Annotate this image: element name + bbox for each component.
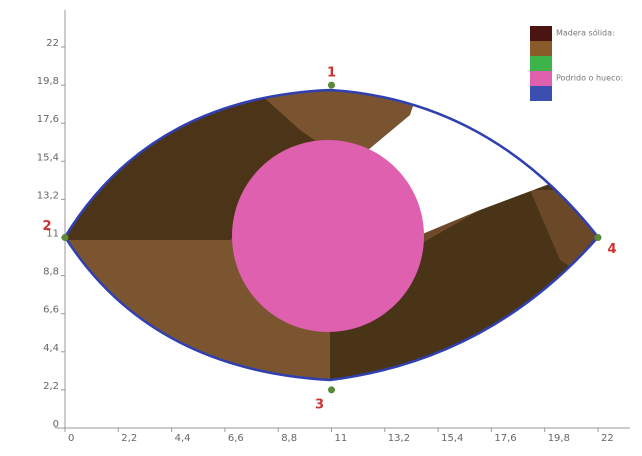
legend-label: Madera sólida: (556, 28, 615, 38)
y-tick-label: 22 (46, 38, 59, 49)
y-tick-label: 2,2 (43, 381, 59, 392)
x-tick-label: 17,6 (494, 433, 516, 444)
y-tick-label: 4,4 (43, 343, 59, 354)
rot-region (232, 140, 424, 332)
y-tick-label: 13,2 (37, 190, 59, 201)
x-tick-label: 2,2 (121, 433, 137, 444)
x-tick-label: 0 (68, 433, 74, 444)
sensor-point (328, 386, 335, 394)
legend: Madera sólida: Podrido o hueco: (530, 26, 623, 101)
legend-label: Podrido o hueco: (556, 74, 623, 83)
sensor-label: 4 (607, 242, 616, 257)
sensor-label: 1 (327, 66, 336, 81)
legend-swatch (530, 41, 552, 56)
y-tick-label: 11 (46, 229, 59, 240)
x-tick-label: 6,6 (228, 433, 244, 444)
x-tick-label: 8,8 (281, 433, 297, 444)
y-tick-label: 15,4 (37, 152, 59, 163)
x-tick-label: 15,4 (441, 433, 463, 444)
legend-swatch (530, 26, 552, 41)
legend-swatch (530, 56, 552, 71)
wood-region (250, 90, 420, 165)
sensor-label: 2 (42, 219, 51, 234)
sensor-point (328, 81, 335, 89)
legend-swatch (530, 86, 552, 101)
sensor-label: 3 (315, 397, 324, 412)
x-tick-label: 22 (601, 433, 614, 444)
sensor-point (594, 234, 602, 241)
y-tick-label: 19,8 (37, 76, 59, 87)
x-tick-label: 11 (335, 433, 348, 444)
y-tick-label: 0 (53, 419, 59, 430)
x-tick-label: 4,4 (175, 433, 191, 444)
y-tick-label: 8,8 (43, 267, 59, 278)
x-tick-label: 13,2 (388, 433, 410, 444)
legend-swatch (530, 71, 552, 86)
x-tick-label: 19,8 (548, 433, 570, 444)
y-tick-label: 17,6 (37, 114, 59, 125)
y-tick-label: 6,6 (43, 305, 59, 316)
sensor-point (61, 234, 69, 241)
